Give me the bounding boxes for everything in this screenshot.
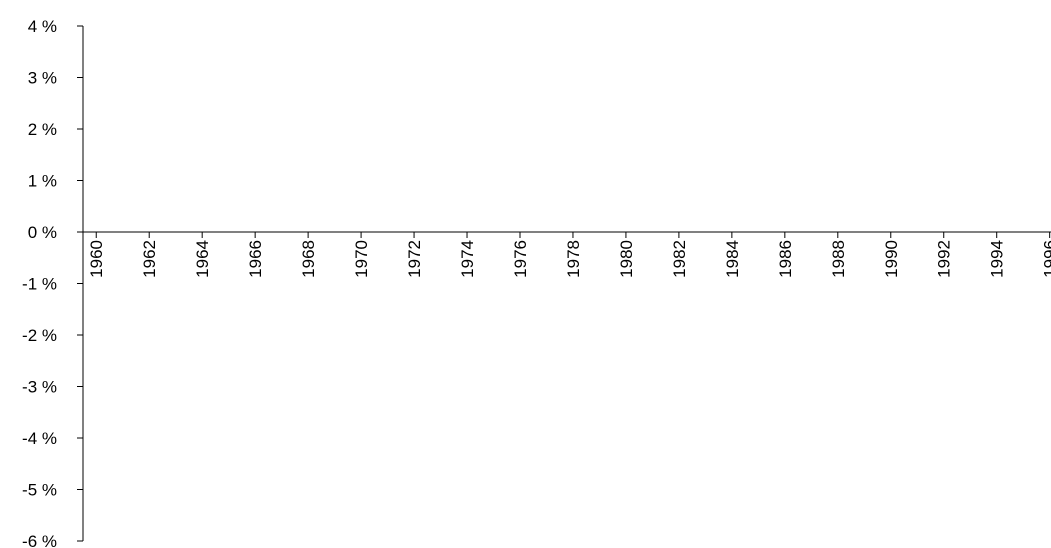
y-tick-label: -1 % [22, 275, 57, 294]
x-tick-label: 1974 [458, 240, 477, 278]
y-tick-label: 3 % [28, 69, 57, 88]
x-tick-label: 1980 [617, 240, 636, 278]
x-tick-label: 1976 [511, 240, 530, 278]
x-tick-label: 1992 [935, 240, 954, 278]
x-tick-label: 1960 [87, 240, 106, 278]
x-tick-label: 1984 [723, 240, 742, 278]
x-tick-label: 1970 [352, 240, 371, 278]
y-tick-label: 2 % [28, 120, 57, 139]
x-tick-label: 1978 [564, 240, 583, 278]
y-tick-label: -2 % [22, 326, 57, 345]
y-tick-label: 0 % [28, 223, 57, 242]
x-tick-label: 1964 [193, 240, 212, 278]
x-tick-label: 1996 [1041, 240, 1051, 278]
x-tick-label: 1982 [670, 240, 689, 278]
x-tick-label: 1990 [882, 240, 901, 278]
y-tick-label: 1 % [28, 172, 57, 191]
x-tick-label: 1986 [776, 240, 795, 278]
y-tick-label: -5 % [22, 481, 57, 500]
y-tick-label: -6 % [22, 532, 57, 548]
x-tick-label: 1968 [299, 240, 318, 278]
x-tick-label: 1988 [829, 240, 848, 278]
y-tick-label: -4 % [22, 429, 57, 448]
y-tick-label: 4 % [28, 17, 57, 36]
x-tick-label: 1966 [246, 240, 265, 278]
x-tick-label: 1962 [140, 240, 159, 278]
x-tick-label: 1972 [405, 240, 424, 278]
y-tick-label: -3 % [22, 378, 57, 397]
x-tick-label: 1994 [988, 240, 1007, 278]
